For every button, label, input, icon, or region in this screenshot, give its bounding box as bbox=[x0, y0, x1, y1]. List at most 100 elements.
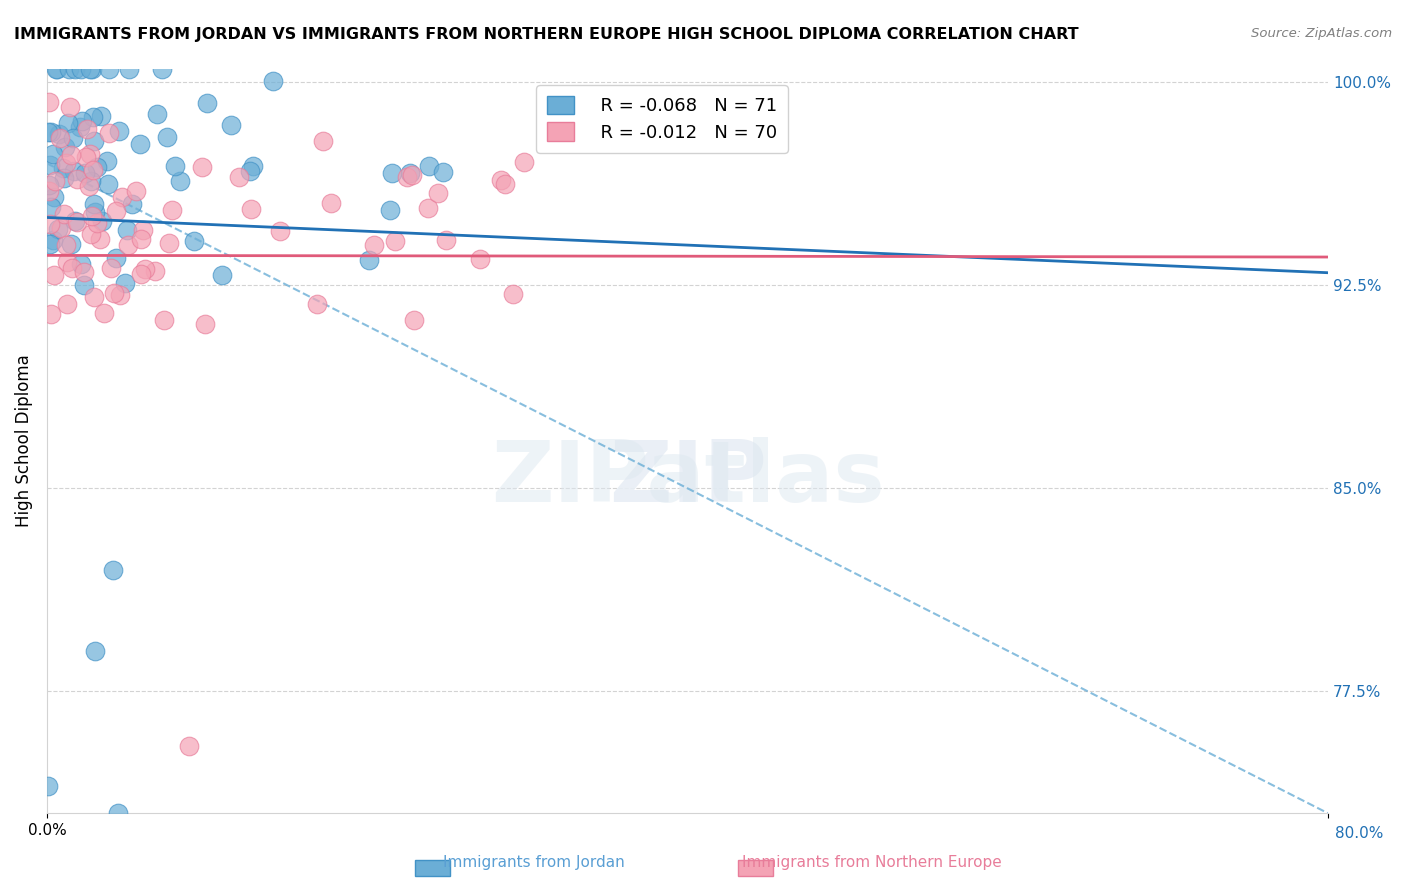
Point bbox=[59, 148, 82, 162]
Point bbox=[48, 130, 70, 145]
Point bbox=[73, 278, 96, 293]
Point bbox=[134, 262, 156, 277]
Point bbox=[49, 221, 72, 235]
Point bbox=[38, 95, 60, 110]
Point bbox=[84, 644, 107, 658]
Point bbox=[153, 313, 176, 327]
Point bbox=[90, 109, 112, 123]
Point bbox=[146, 107, 169, 121]
Point bbox=[45, 62, 67, 76]
Point bbox=[79, 62, 101, 76]
Point bbox=[41, 125, 63, 139]
Point bbox=[59, 100, 82, 114]
Point bbox=[117, 237, 139, 252]
Point bbox=[63, 163, 86, 178]
Point bbox=[76, 150, 98, 164]
Point bbox=[363, 238, 385, 252]
Point bbox=[42, 147, 65, 161]
Point bbox=[179, 739, 201, 753]
Point bbox=[156, 130, 179, 145]
Point bbox=[80, 174, 103, 188]
Point bbox=[82, 62, 104, 76]
Point bbox=[66, 171, 89, 186]
Point bbox=[191, 160, 214, 174]
Point bbox=[401, 168, 423, 182]
Point bbox=[111, 190, 134, 204]
Point bbox=[83, 197, 105, 211]
Point bbox=[228, 170, 250, 185]
Point bbox=[108, 288, 131, 302]
Point bbox=[56, 297, 79, 311]
Point bbox=[53, 171, 76, 186]
Point bbox=[219, 119, 242, 133]
Point bbox=[418, 202, 440, 216]
Point bbox=[305, 297, 328, 311]
Text: 80.0%: 80.0% bbox=[1336, 826, 1384, 841]
Point bbox=[44, 190, 66, 204]
Point bbox=[38, 217, 60, 231]
Point bbox=[117, 223, 139, 237]
Point bbox=[37, 125, 59, 139]
Text: Source: ZipAtlas.com: Source: ZipAtlas.com bbox=[1251, 27, 1392, 40]
Point bbox=[83, 205, 105, 219]
Point bbox=[83, 290, 105, 304]
Point bbox=[103, 286, 125, 301]
Point bbox=[56, 255, 79, 269]
Point bbox=[129, 232, 152, 246]
Point bbox=[502, 286, 524, 301]
Point bbox=[150, 62, 173, 76]
Point bbox=[89, 232, 111, 246]
Point bbox=[56, 116, 79, 130]
Point bbox=[242, 160, 264, 174]
Point bbox=[62, 131, 84, 145]
Point bbox=[80, 209, 103, 223]
Point bbox=[83, 134, 105, 148]
Point bbox=[60, 236, 83, 251]
Point bbox=[426, 186, 449, 201]
Text: ZIP: ZIP bbox=[609, 437, 766, 520]
Point bbox=[86, 160, 108, 174]
Point bbox=[262, 74, 284, 88]
Point bbox=[157, 236, 180, 251]
Point bbox=[86, 215, 108, 229]
Point bbox=[121, 196, 143, 211]
Point bbox=[395, 170, 418, 185]
Point bbox=[42, 268, 65, 282]
Point bbox=[48, 128, 70, 142]
Point bbox=[39, 237, 62, 252]
Point bbox=[118, 62, 141, 76]
Point bbox=[72, 113, 94, 128]
Point bbox=[37, 779, 59, 793]
Point bbox=[103, 563, 125, 577]
Text: Immigrants from Northern Europe: Immigrants from Northern Europe bbox=[742, 855, 1001, 870]
Point bbox=[312, 134, 335, 148]
Point bbox=[98, 126, 121, 140]
Point bbox=[93, 306, 115, 320]
Point bbox=[357, 252, 380, 267]
Text: Immigrants from Jordan: Immigrants from Jordan bbox=[443, 855, 626, 870]
Point bbox=[70, 257, 93, 271]
Legend:   R = -0.068   N = 71,   R = -0.012   N = 70: R = -0.068 N = 71, R = -0.012 N = 70 bbox=[536, 85, 787, 153]
Point bbox=[104, 251, 127, 265]
Point bbox=[104, 204, 127, 219]
Point bbox=[197, 96, 219, 111]
Point bbox=[269, 224, 291, 238]
Point bbox=[79, 147, 101, 161]
Point bbox=[432, 165, 454, 179]
Point bbox=[97, 62, 120, 76]
Point bbox=[38, 178, 60, 193]
Point bbox=[489, 173, 512, 187]
Point bbox=[114, 276, 136, 290]
Point bbox=[169, 174, 191, 188]
Point bbox=[82, 110, 104, 124]
Point bbox=[55, 238, 77, 252]
Point bbox=[378, 202, 401, 217]
Point bbox=[418, 160, 440, 174]
Point bbox=[183, 234, 205, 248]
Point bbox=[39, 158, 62, 172]
Point bbox=[41, 200, 63, 214]
Point bbox=[381, 165, 404, 179]
Point bbox=[97, 178, 120, 192]
Point bbox=[165, 159, 187, 173]
Point bbox=[399, 166, 422, 180]
